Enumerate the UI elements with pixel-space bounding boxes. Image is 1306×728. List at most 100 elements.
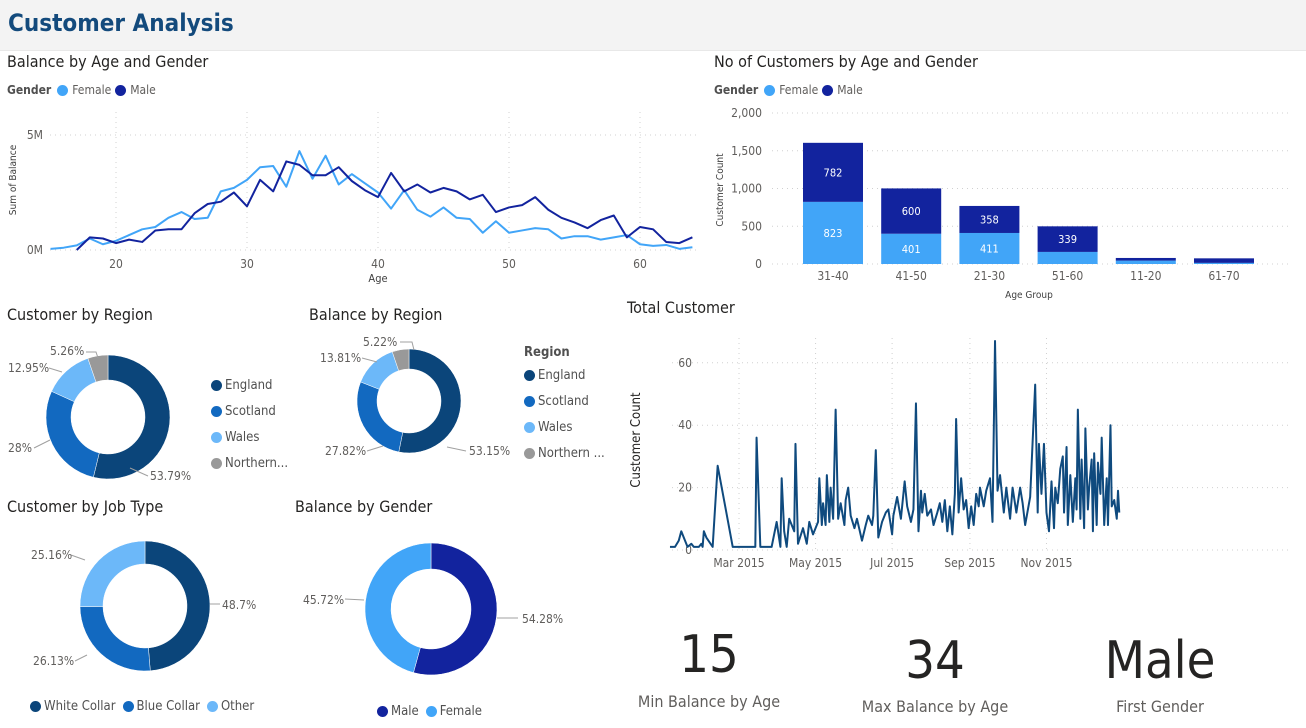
leader-line (361, 357, 378, 363)
legend-label-blue-collar[interactable]: Blue Collar (136, 699, 200, 714)
legend-label: England (538, 367, 586, 383)
legend-label: England (225, 377, 273, 393)
legend-dot-female (764, 84, 776, 96)
line-series-customer-count (669, 339, 1121, 548)
leader-line (400, 341, 415, 351)
data-label: 600 (902, 205, 921, 218)
leader-line (366, 445, 384, 452)
x-tick-label: Mar 2015 (713, 556, 764, 570)
data-label: 5.26% (50, 344, 84, 358)
card-value-first-gender: Male (1104, 631, 1216, 691)
legend-dot-male (822, 84, 834, 96)
leader-line (48, 367, 63, 373)
legend-dot-male (377, 706, 388, 717)
bar-female-41-50 (881, 233, 942, 264)
legend-item-england[interactable]: England (524, 362, 605, 388)
leader-line (446, 446, 467, 452)
data-label: 401 (902, 243, 921, 256)
x-tick-label: Sep 2015 (944, 556, 995, 570)
data-label: 45.72% (303, 593, 344, 607)
legend-label-female[interactable]: Female (779, 83, 819, 97)
x-tick-label: 40 (371, 257, 385, 271)
card-value-max-balance-age: 34 (905, 631, 965, 691)
legend-dot (524, 369, 535, 381)
legend-item-northern[interactable]: Northern... (211, 450, 288, 476)
data-label: 782 (824, 166, 843, 179)
legend-dot (211, 379, 222, 391)
legend-label-white-collar[interactable]: White Collar (44, 699, 116, 714)
legend-label: Northern... (225, 455, 289, 471)
data-label: 339 (1058, 233, 1077, 246)
data-label: 25.16% (31, 548, 72, 562)
y-tick-label: 1,000 (731, 182, 762, 196)
x-tick-label: Nov 2015 (1020, 556, 1072, 570)
legend-title: Gender (714, 83, 759, 97)
x-axis-label: Age (368, 272, 387, 285)
bar-male-51-60 (1037, 226, 1098, 252)
legend-dot-female (425, 706, 437, 717)
legend-item-wales[interactable]: Wales (211, 424, 288, 450)
legend-balance-age-gender: Gender Female Male (7, 83, 156, 97)
y-tick-label: 60 (678, 356, 692, 370)
card-label-first-gender: First Gender (1116, 697, 1204, 716)
legend-dot (211, 431, 222, 443)
legend-balance-gender: Male Female (377, 704, 482, 719)
legend-label-male[interactable]: Male (391, 704, 419, 719)
data-label: 53.79% (150, 469, 191, 483)
x-tick-label: 11-20 (1130, 269, 1161, 283)
x-tick-label: May 2015 (789, 556, 842, 570)
x-tick-label: 31-40 (817, 269, 848, 283)
x-tick-label: 60 (633, 257, 647, 271)
card-value-min-balance-age: 15 (679, 625, 739, 685)
x-tick-label: Jul 2015 (869, 556, 914, 570)
legend-label-female[interactable]: Female (439, 704, 482, 719)
x-tick-label: 50 (502, 257, 516, 271)
data-label: 54.28% (522, 612, 563, 626)
bar-female-11-20 (1115, 260, 1176, 264)
y-axis-label: Sum of Balance (8, 144, 19, 215)
legend-label-male[interactable]: Male (837, 83, 863, 97)
data-label: 27.82% (325, 444, 366, 458)
legend-item-england[interactable]: England (211, 372, 288, 398)
leader-line (344, 598, 365, 601)
y-tick-label: 5M (27, 128, 43, 142)
bar-female-51-60 (1037, 251, 1098, 264)
data-label: 358 (980, 213, 999, 226)
y-tick-label: 0 (755, 257, 762, 271)
donut-slice-northern- (87, 354, 109, 383)
x-tick-label: 51-60 (1052, 269, 1083, 283)
legend-label-male[interactable]: Male (130, 83, 156, 97)
y-axis-label: Customer Count (715, 153, 726, 227)
donut-slice-england (398, 348, 462, 454)
legend-label-other[interactable]: Other (220, 699, 255, 714)
donut-slice-other (79, 540, 146, 607)
bar-female-31-40 (803, 201, 863, 264)
legend-customer-region: England Scotland Wales Northern... (211, 372, 288, 476)
visual-title-balance-gender: Balance by Gender (295, 497, 433, 516)
legend-dot-female (57, 84, 69, 96)
legend-dot-white-collar (30, 701, 41, 712)
legend-label: Wales (225, 429, 260, 445)
legend-label-female[interactable]: Female (72, 83, 112, 97)
bar-female-21-30 (959, 232, 1020, 264)
data-label: 411 (980, 242, 999, 255)
legend-item-wales[interactable]: Wales (524, 414, 605, 440)
legend-item-scotland[interactable]: Scotland (211, 398, 288, 424)
donut-slice-northern- (391, 348, 410, 372)
donut-slice-england (93, 354, 171, 480)
legend-item-scotland[interactable]: Scotland (524, 388, 605, 414)
y-tick-label: 2,000 (731, 106, 762, 120)
legend-dot-blue-collar (122, 701, 134, 712)
data-label: 48.7% (222, 598, 256, 612)
legend-balance-region: Region England Scotland Wales Northern .… (524, 342, 605, 466)
bar-male-11-20 (1115, 257, 1176, 261)
legend-customers-age-gender: Gender Female Male (714, 83, 863, 97)
legend-label: Scotland (225, 403, 276, 419)
bar-male-21-30 (959, 205, 1020, 233)
bar-male-31-40 (803, 142, 863, 202)
visual-title-total-customer: Total Customer (627, 298, 735, 317)
leader-line (33, 439, 51, 449)
legend-item-northern[interactable]: Northern ... (524, 440, 605, 466)
